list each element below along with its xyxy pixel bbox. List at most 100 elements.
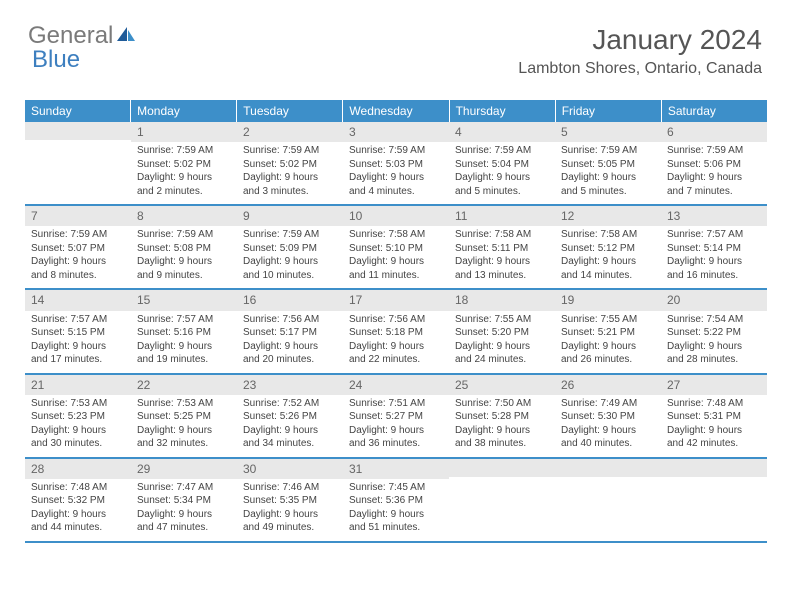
sunset-text: Sunset: 5:02 PM [137, 158, 231, 172]
sunrise-text: Sunrise: 7:58 AM [561, 228, 655, 242]
day-cell: 6Sunrise: 7:59 AMSunset: 5:06 PMDaylight… [661, 122, 767, 204]
day-cell: 15Sunrise: 7:57 AMSunset: 5:16 PMDayligh… [131, 290, 237, 372]
week-row: 21Sunrise: 7:53 AMSunset: 5:23 PMDayligh… [25, 375, 767, 459]
sunset-text: Sunset: 5:18 PM [349, 326, 443, 340]
sunset-text: Sunset: 5:09 PM [243, 242, 337, 256]
day-number-empty [25, 122, 131, 140]
day-cell: 21Sunrise: 7:53 AMSunset: 5:23 PMDayligh… [25, 375, 131, 457]
day-number: 4 [449, 122, 555, 142]
day-header-tuesday: Tuesday [237, 100, 343, 122]
daylight-text: Daylight: 9 hours and 24 minutes. [455, 340, 549, 367]
daylight-text: Daylight: 9 hours and 3 minutes. [243, 171, 337, 198]
day-number: 18 [449, 290, 555, 310]
day-cell: 20Sunrise: 7:54 AMSunset: 5:22 PMDayligh… [661, 290, 767, 372]
day-number: 12 [555, 206, 661, 226]
daylight-text: Daylight: 9 hours and 2 minutes. [137, 171, 231, 198]
daylight-text: Daylight: 9 hours and 11 minutes. [349, 255, 443, 282]
sunset-text: Sunset: 5:14 PM [667, 242, 761, 256]
sunset-text: Sunset: 5:04 PM [455, 158, 549, 172]
day-cell: 9Sunrise: 7:59 AMSunset: 5:09 PMDaylight… [237, 206, 343, 288]
sunrise-text: Sunrise: 7:53 AM [31, 397, 125, 411]
day-number: 22 [131, 375, 237, 395]
day-header-saturday: Saturday [662, 100, 767, 122]
sunset-text: Sunset: 5:21 PM [561, 326, 655, 340]
day-cell: 1 Sunrise: 7:59 AMSunset: 5:02 PMDaylight… [131, 122, 237, 204]
day-cell: 30Sunrise: 7:46 AMSunset: 5:35 PMDayligh… [237, 459, 343, 541]
sunset-text: Sunset: 5:25 PM [137, 410, 231, 424]
day-number: 29 [131, 459, 237, 479]
daylight-text: Daylight: 9 hours and 19 minutes. [137, 340, 231, 367]
day-header-monday: Monday [131, 100, 237, 122]
sunset-text: Sunset: 5:22 PM [667, 326, 761, 340]
sunset-text: Sunset: 5:30 PM [561, 410, 655, 424]
day-header-wednesday: Wednesday [343, 100, 449, 122]
sunrise-text: Sunrise: 7:53 AM [137, 397, 231, 411]
daylight-text: Daylight: 9 hours and 49 minutes. [243, 508, 337, 535]
day-cell: 16Sunrise: 7:56 AMSunset: 5:17 PMDayligh… [237, 290, 343, 372]
day-cell: 25Sunrise: 7:50 AMSunset: 5:28 PMDayligh… [449, 375, 555, 457]
sunset-text: Sunset: 5:31 PM [667, 410, 761, 424]
day-cell: 13Sunrise: 7:57 AMSunset: 5:14 PMDayligh… [661, 206, 767, 288]
daylight-text: Daylight: 9 hours and 20 minutes. [243, 340, 337, 367]
day-cell: 27Sunrise: 7:48 AMSunset: 5:31 PMDayligh… [661, 375, 767, 457]
month-title: January 2024 [518, 24, 762, 56]
sunset-text: Sunset: 5:36 PM [349, 494, 443, 508]
day-header-thursday: Thursday [450, 100, 556, 122]
day-cell: 19Sunrise: 7:55 AMSunset: 5:21 PMDayligh… [555, 290, 661, 372]
daylight-text: Daylight: 9 hours and 16 minutes. [667, 255, 761, 282]
sunrise-text: Sunrise: 7:52 AM [243, 397, 337, 411]
day-number: 14 [25, 290, 131, 310]
day-number: 30 [237, 459, 343, 479]
day-header-sunday: Sunday [25, 100, 131, 122]
day-number: 17 [343, 290, 449, 310]
day-cell: 28Sunrise: 7:48 AMSunset: 5:32 PMDayligh… [25, 459, 131, 541]
sunset-text: Sunset: 5:27 PM [349, 410, 443, 424]
sunset-text: Sunset: 5:34 PM [137, 494, 231, 508]
day-cell: 31Sunrise: 7:45 AMSunset: 5:36 PMDayligh… [343, 459, 449, 541]
day-cell: 29Sunrise: 7:47 AMSunset: 5:34 PMDayligh… [131, 459, 237, 541]
sunrise-text: Sunrise: 7:56 AM [243, 313, 337, 327]
day-number: 13 [661, 206, 767, 226]
day-cell: 7Sunrise: 7:59 AMSunset: 5:07 PMDaylight… [25, 206, 131, 288]
sunset-text: Sunset: 5:23 PM [31, 410, 125, 424]
sunrise-text: Sunrise: 7:55 AM [455, 313, 549, 327]
day-cell: 3Sunrise: 7:59 AMSunset: 5:03 PMDaylight… [343, 122, 449, 204]
day-cell: 10Sunrise: 7:58 AMSunset: 5:10 PMDayligh… [343, 206, 449, 288]
day-number: 19 [555, 290, 661, 310]
day-number: 25 [449, 375, 555, 395]
day-cell: 18Sunrise: 7:55 AMSunset: 5:20 PMDayligh… [449, 290, 555, 372]
day-cell: 8Sunrise: 7:59 AMSunset: 5:08 PMDaylight… [131, 206, 237, 288]
sunrise-text: Sunrise: 7:59 AM [137, 144, 231, 158]
sunrise-text: Sunrise: 7:58 AM [455, 228, 549, 242]
daylight-text: Daylight: 9 hours and 34 minutes. [243, 424, 337, 451]
sunrise-text: Sunrise: 7:59 AM [349, 144, 443, 158]
daylight-text: Daylight: 9 hours and 44 minutes. [31, 508, 125, 535]
title-block: January 2024 Lambton Shores, Ontario, Ca… [518, 24, 762, 78]
day-cell: 23Sunrise: 7:52 AMSunset: 5:26 PMDayligh… [237, 375, 343, 457]
sunrise-text: Sunrise: 7:58 AM [349, 228, 443, 242]
sunset-text: Sunset: 5:08 PM [137, 242, 231, 256]
location-text: Lambton Shores, Ontario, Canada [518, 60, 762, 78]
daylight-text: Daylight: 9 hours and 8 minutes. [31, 255, 125, 282]
sunrise-text: Sunrise: 7:59 AM [243, 144, 337, 158]
day-number: 28 [25, 459, 131, 479]
week-row: 1Sunrise: 7:59 AMSunset: 5:02 PMDaylight… [25, 122, 767, 206]
sunset-text: Sunset: 5:07 PM [31, 242, 125, 256]
day-number-empty [555, 459, 661, 477]
daylight-text: Daylight: 9 hours and 7 minutes. [667, 171, 761, 198]
daylight-text: Daylight: 9 hours and 38 minutes. [455, 424, 549, 451]
daylight-text: Daylight: 9 hours and 26 minutes. [561, 340, 655, 367]
day-cell: 11Sunrise: 7:58 AMSunset: 5:11 PMDayligh… [449, 206, 555, 288]
sunrise-text: Sunrise: 7:47 AM [137, 481, 231, 495]
day-number: 6 [661, 122, 767, 142]
daylight-text: Daylight: 9 hours and 36 minutes. [349, 424, 443, 451]
daylight-text: Daylight: 9 hours and 32 minutes. [137, 424, 231, 451]
calendar-header-row: SundayMondayTuesdayWednesdayThursdayFrid… [25, 100, 767, 122]
daylight-text: Daylight: 9 hours and 13 minutes. [455, 255, 549, 282]
day-cell: 26Sunrise: 7:49 AMSunset: 5:30 PMDayligh… [555, 375, 661, 457]
day-number: 5 [555, 122, 661, 142]
sunset-text: Sunset: 5:03 PM [349, 158, 443, 172]
sunrise-text: Sunrise: 7:50 AM [455, 397, 549, 411]
day-number: 3 [343, 122, 449, 142]
day-number: 1 [131, 122, 237, 142]
